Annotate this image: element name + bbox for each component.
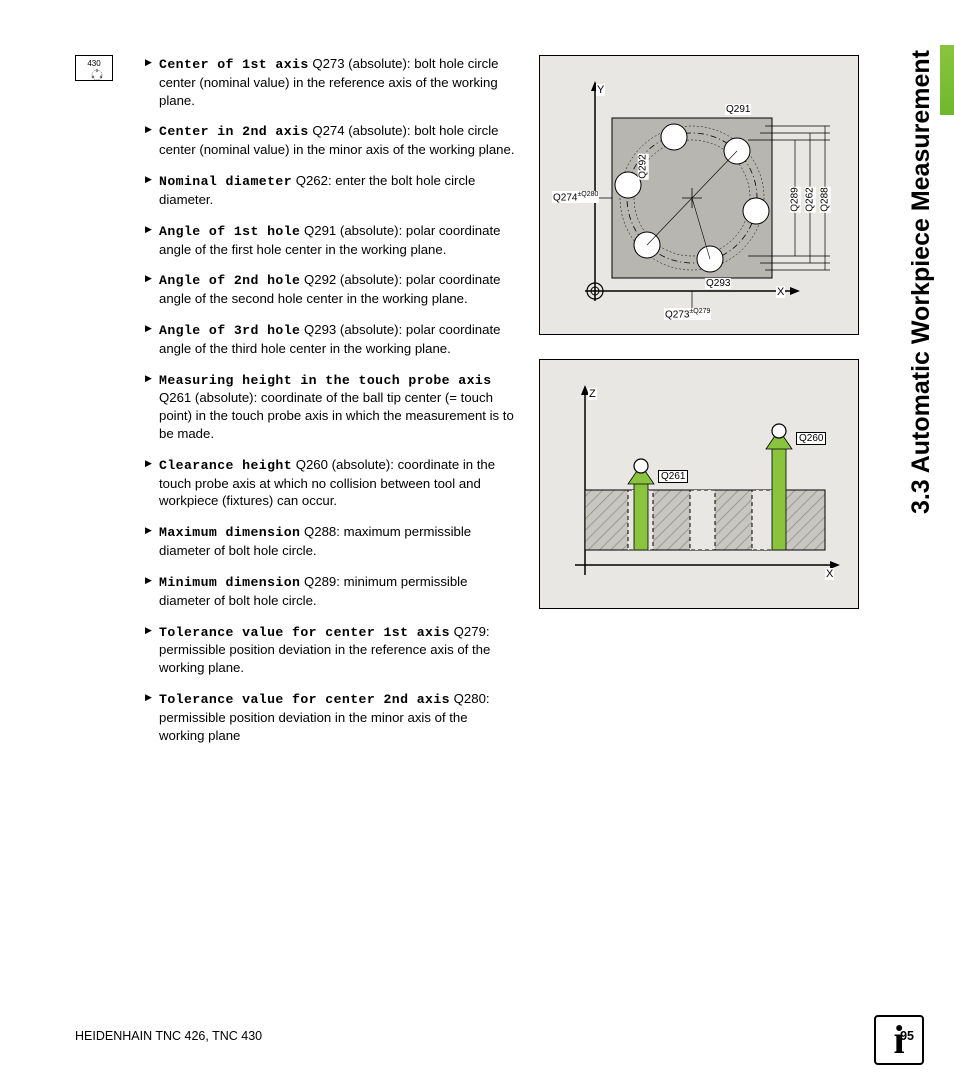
parameter-list: Center of 1st axis Q273 (absolute): bolt… <box>145 55 515 757</box>
cycle-icon-label: 430 <box>87 59 100 68</box>
label-q274: Q274±Q280 <box>552 191 599 203</box>
parameter-name: Clearance height <box>159 458 292 473</box>
parameter-name: Angle of 3rd hole <box>159 323 300 338</box>
label-x: X <box>776 286 785 298</box>
parameter-desc: Q261 (absolute): coordinate of the ball … <box>159 390 514 441</box>
label-z: Z <box>588 388 597 400</box>
label-q292: Q292 <box>638 153 649 179</box>
parameter-item: Clearance height Q260 (absolute): coordi… <box>145 456 515 510</box>
parameter-name: Nominal diameter <box>159 174 292 189</box>
label-q288: Q288 <box>820 186 831 212</box>
section-title: 3.3 Automatic Workpiece Measurement <box>907 50 936 514</box>
label-y: Y <box>596 84 605 96</box>
parameter-item: Angle of 1st hole Q291 (absolute): polar… <box>145 222 515 259</box>
label-q261: Q261 <box>658 470 688 483</box>
parameter-name: Tolerance value for center 2nd axis <box>159 692 450 707</box>
label-q273: Q273±Q279 <box>664 308 711 320</box>
info-icon: i <box>874 1015 924 1065</box>
parameter-item: Measuring height in the touch probe axis… <box>145 371 515 443</box>
parameter-item: Angle of 2nd hole Q292 (absolute): polar… <box>145 271 515 308</box>
parameter-item: Tolerance value for center 1st axis Q279… <box>145 623 515 677</box>
diagram-heights: Z X Q261 Q260 <box>539 359 859 609</box>
label-q293: Q293 <box>705 278 731 289</box>
parameter-name: Maximum dimension <box>159 525 300 540</box>
parameter-name: Tolerance value for center 1st axis <box>159 625 450 640</box>
parameter-name: Angle of 1st hole <box>159 224 300 239</box>
label-q291: Q291 <box>725 104 751 115</box>
parameter-item: Center in 2nd axis Q274 (absolute): bolt… <box>145 122 515 159</box>
parameter-item: Center of 1st axis Q273 (absolute): bolt… <box>145 55 515 109</box>
label-q260: Q260 <box>796 432 826 445</box>
parameter-name: Center of 1st axis <box>159 57 309 72</box>
footer-product: HEIDENHAIN TNC 426, TNC 430 <box>75 1029 262 1043</box>
parameter-name: Minimum dimension <box>159 575 300 590</box>
parameter-name: Center in 2nd axis <box>159 124 309 139</box>
label-q289: Q289 <box>790 186 801 212</box>
label-q262: Q262 <box>805 186 816 212</box>
parameter-item: Nominal diameter Q262: enter the bolt ho… <box>145 172 515 209</box>
parameter-name: Measuring height in the touch probe axis <box>159 373 492 388</box>
parameter-item: Minimum dimension Q289: minimum permissi… <box>145 573 515 610</box>
side-accent <box>940 45 954 115</box>
parameter-item: Tolerance value for center 2nd axis Q280… <box>145 690 515 744</box>
cycle-icon: 430 <box>75 55 113 81</box>
page-footer: HEIDENHAIN TNC 426, TNC 430 95 <box>75 1029 914 1043</box>
diagram-bolt-circle: Y X Q274±Q280 Q291 Q292 Q293 Q273±Q279 Q… <box>539 55 859 335</box>
label-x2: X <box>825 568 834 580</box>
parameter-name: Angle of 2nd hole <box>159 273 300 288</box>
parameter-item: Maximum dimension Q288: maximum permissi… <box>145 523 515 560</box>
parameter-item: Angle of 3rd hole Q293 (absolute): polar… <box>145 321 515 358</box>
